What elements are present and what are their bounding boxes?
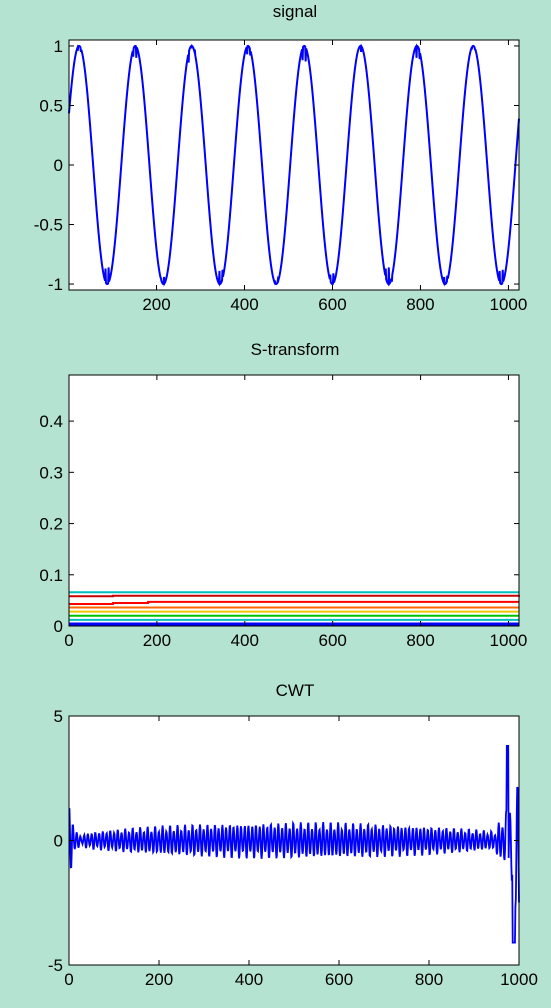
plot-area bbox=[69, 40, 519, 290]
y-tick-label: 0.1 bbox=[39, 566, 63, 585]
y-tick-label: 0.4 bbox=[39, 412, 63, 431]
x-tick-label: 800 bbox=[406, 295, 434, 314]
s-transform-axes: S-transform 0 200 400 600 800 1000 0.4 0.3 0.2 0.… bbox=[39, 340, 527, 650]
y-tick-label: 0.5 bbox=[39, 96, 63, 115]
x-tick-label: 600 bbox=[325, 970, 353, 989]
y-tick-label: 5 bbox=[54, 707, 63, 726]
y-tick-label: 0 bbox=[54, 617, 63, 636]
cwt-title: CWT bbox=[276, 681, 315, 700]
signal-axes: signal 200 400 600 800 1000 1 0.5 0 -0.5 -1 bbox=[34, 2, 528, 314]
y-tick-label: 1 bbox=[54, 37, 63, 56]
s-transform-series-6 bbox=[69, 594, 520, 598]
y-tick-label: 0 bbox=[54, 156, 63, 175]
signal-title: signal bbox=[273, 2, 317, 21]
x-tick-label: 800 bbox=[406, 631, 434, 650]
x-tick-label: 1000 bbox=[500, 970, 538, 989]
signal-series bbox=[68, 43, 520, 287]
y-tick-label: 0.3 bbox=[39, 463, 63, 482]
x-tick-label: 0 bbox=[64, 631, 73, 650]
y-tick-label: 0 bbox=[54, 832, 63, 851]
x-tick-label: 0 bbox=[64, 970, 73, 989]
s-transform-series-5 bbox=[69, 600, 519, 605]
y-tick-label: 0.2 bbox=[39, 515, 63, 534]
plot-area bbox=[69, 375, 519, 626]
x-tick-label: 400 bbox=[230, 295, 258, 314]
y-tick-label: -1 bbox=[48, 275, 63, 294]
x-tick-label: 200 bbox=[142, 295, 170, 314]
x-tick-label: 400 bbox=[235, 970, 263, 989]
y-tick-label: -5 bbox=[48, 956, 63, 975]
y-tick-label: -0.5 bbox=[34, 216, 63, 235]
axes-frame bbox=[68, 374, 520, 627]
x-tick-label: 200 bbox=[145, 970, 173, 989]
s-transform-title: S-transform bbox=[251, 340, 340, 359]
x-tick-label: 200 bbox=[143, 631, 171, 650]
x-tick-label: 600 bbox=[318, 295, 346, 314]
x-tick-label: 1000 bbox=[490, 631, 528, 650]
x-tick-label: 800 bbox=[415, 970, 443, 989]
x-tick-label: 600 bbox=[318, 631, 346, 650]
x-tick-label: 1000 bbox=[490, 295, 528, 314]
x-tick-label: 400 bbox=[231, 631, 259, 650]
cwt-series bbox=[68, 744, 520, 944]
